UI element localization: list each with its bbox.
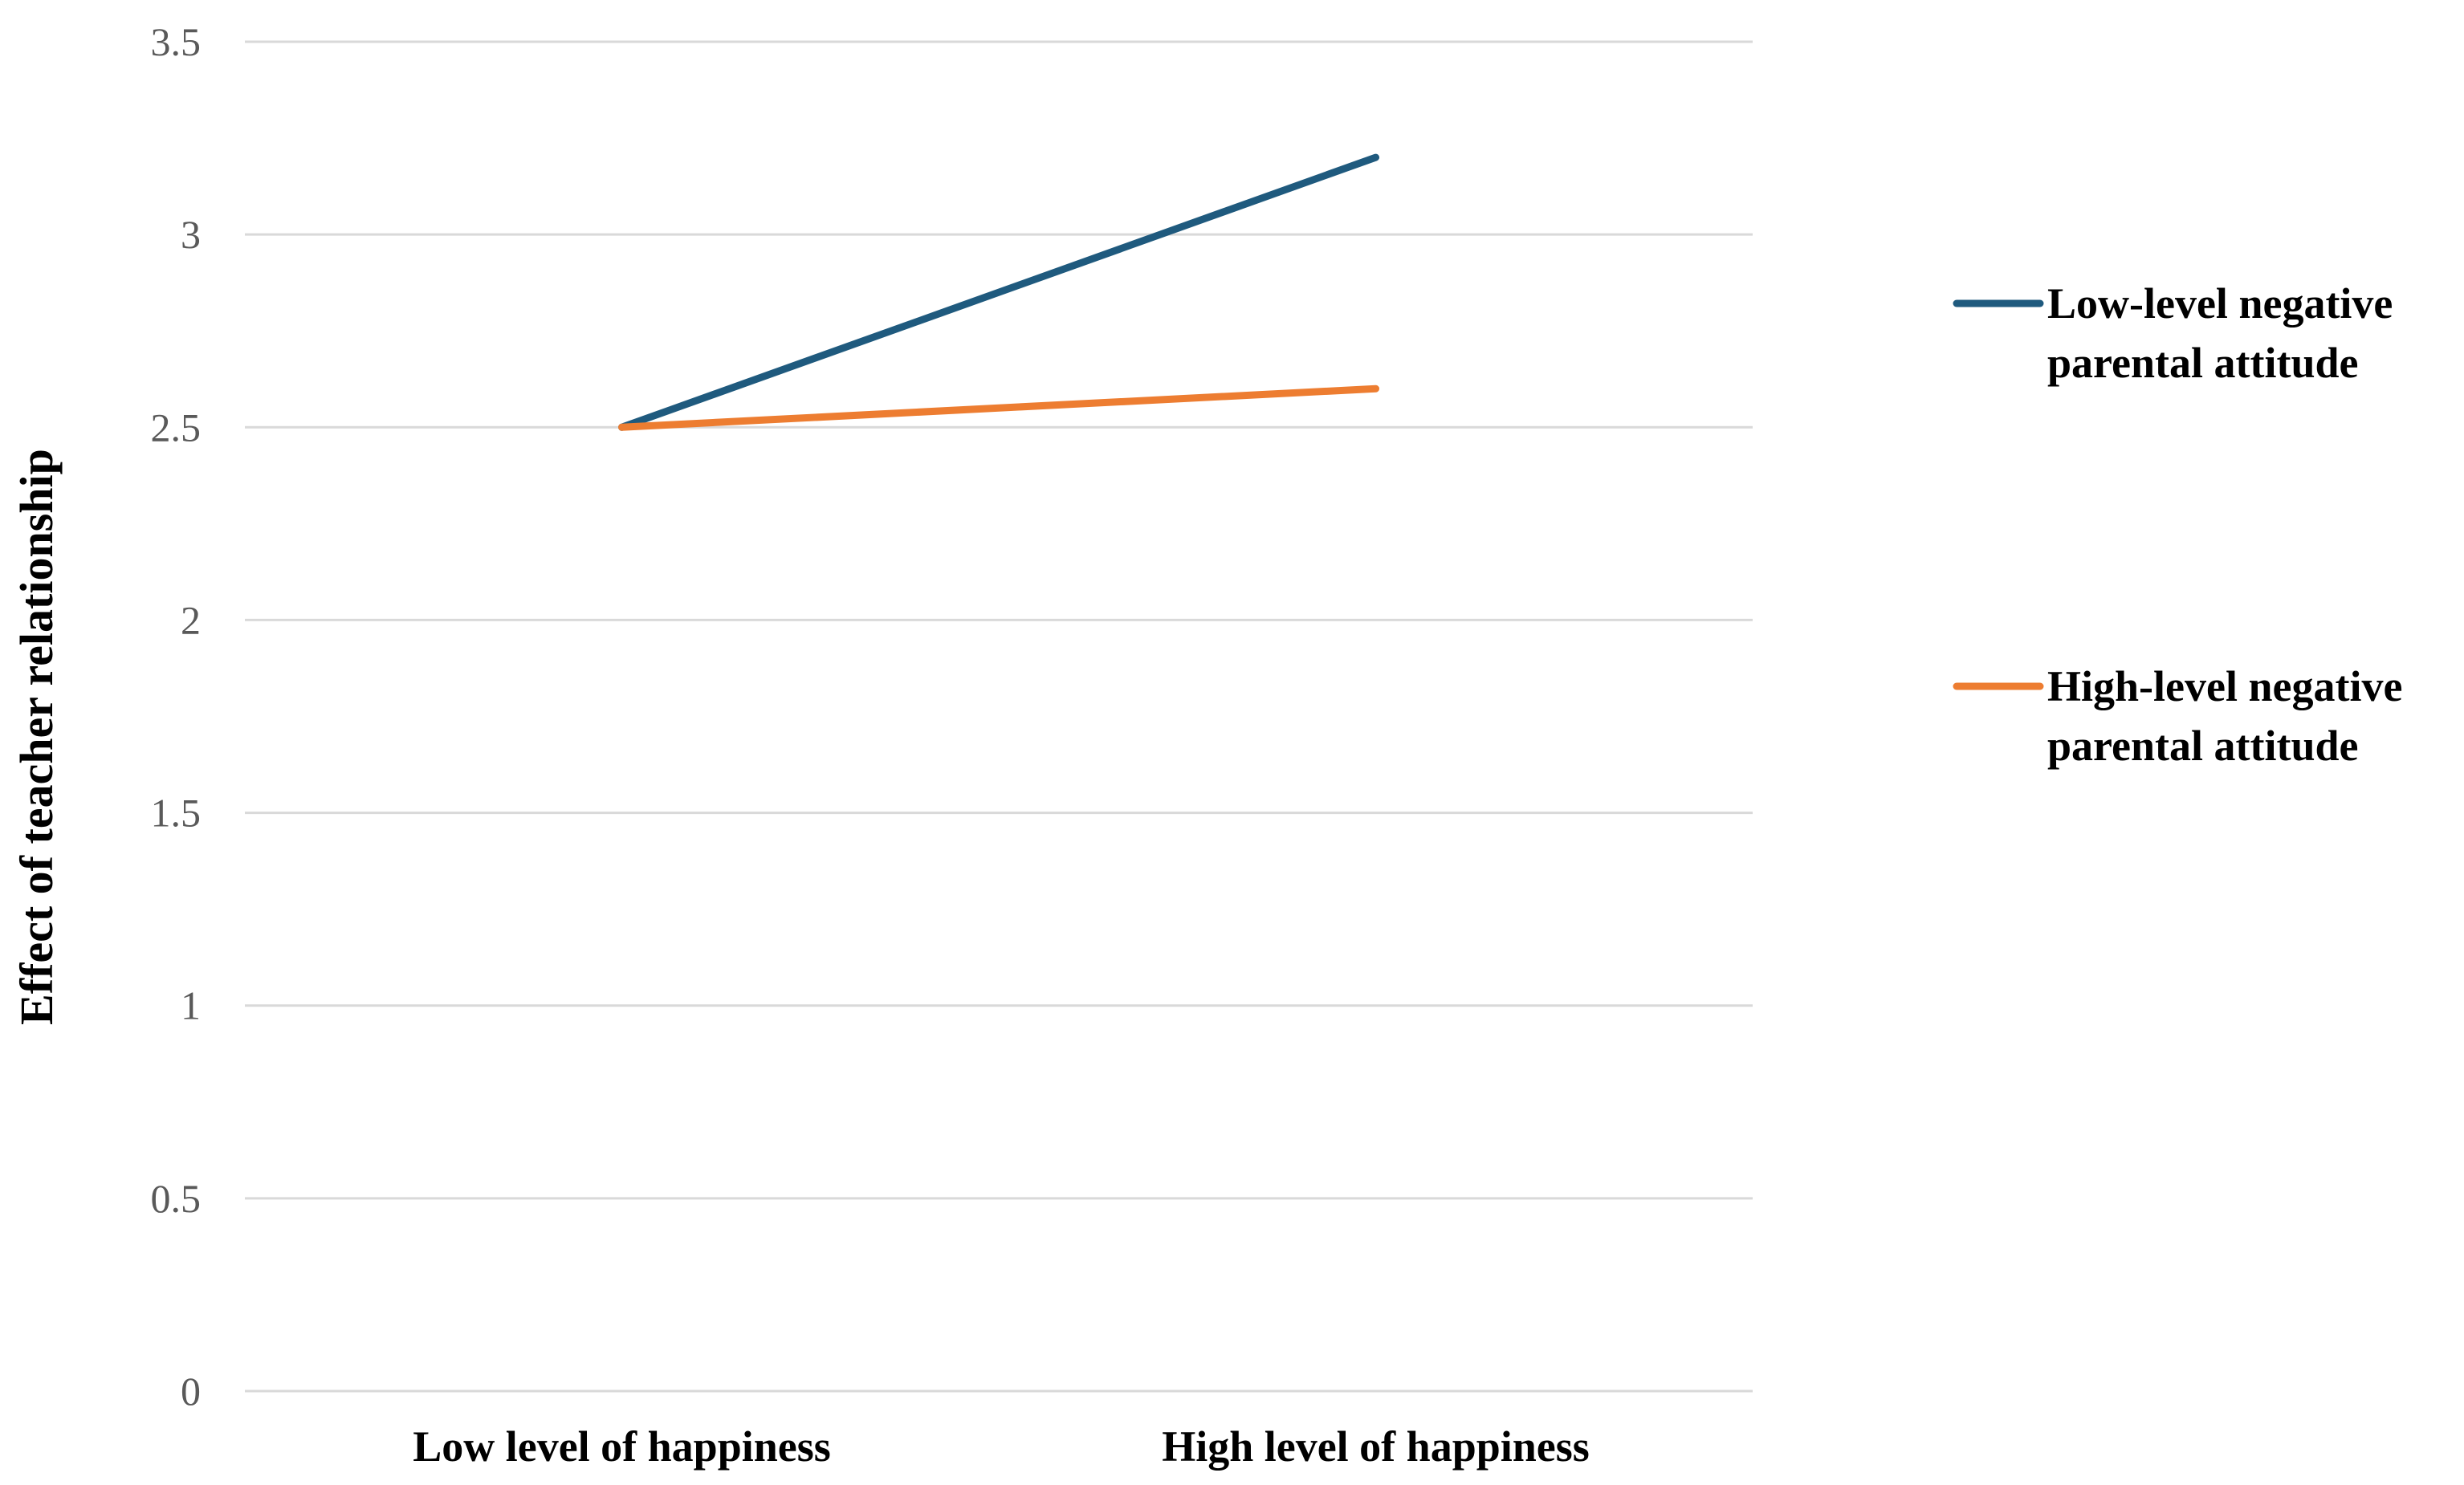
- y-tick-labels: 0 0.5 1 1.5 2 2.5 3 3.5: [151, 19, 202, 1414]
- series-lines: [618, 153, 1379, 431]
- y-tick-label: 0.5: [151, 1176, 202, 1221]
- legend-item: High-level negative parental attitude: [1953, 662, 2402, 770]
- x-category-label: Low level of happiness: [413, 1422, 831, 1471]
- y-tick-label: 2: [181, 597, 201, 642]
- y-tick-label: 3.5: [151, 19, 202, 64]
- legend-label: High-level negative: [2047, 662, 2402, 710]
- series-line-2: [618, 384, 1379, 431]
- legend-item: Low-level negative parental attitude: [1953, 279, 2393, 387]
- gridlines: [245, 40, 1753, 1393]
- y-tick-label: 2.5: [151, 405, 202, 450]
- legend-label: parental attitude: [2047, 339, 2359, 387]
- y-axis-title: Effect of teacher relationship: [10, 449, 63, 1025]
- y-tick-label: 0: [181, 1369, 201, 1414]
- y-tick-label: 3: [181, 212, 201, 257]
- y-tick-label: 1.5: [151, 791, 202, 836]
- legend-label: Low-level negative: [2047, 279, 2393, 328]
- x-category-label: High level of happiness: [1162, 1422, 1590, 1471]
- x-category-labels: Low level of happiness High level of happ…: [413, 1422, 1590, 1471]
- y-tick-label: 1: [181, 983, 201, 1028]
- legend-label: parental attitude: [2047, 722, 2359, 770]
- series-line-1: [618, 153, 1379, 431]
